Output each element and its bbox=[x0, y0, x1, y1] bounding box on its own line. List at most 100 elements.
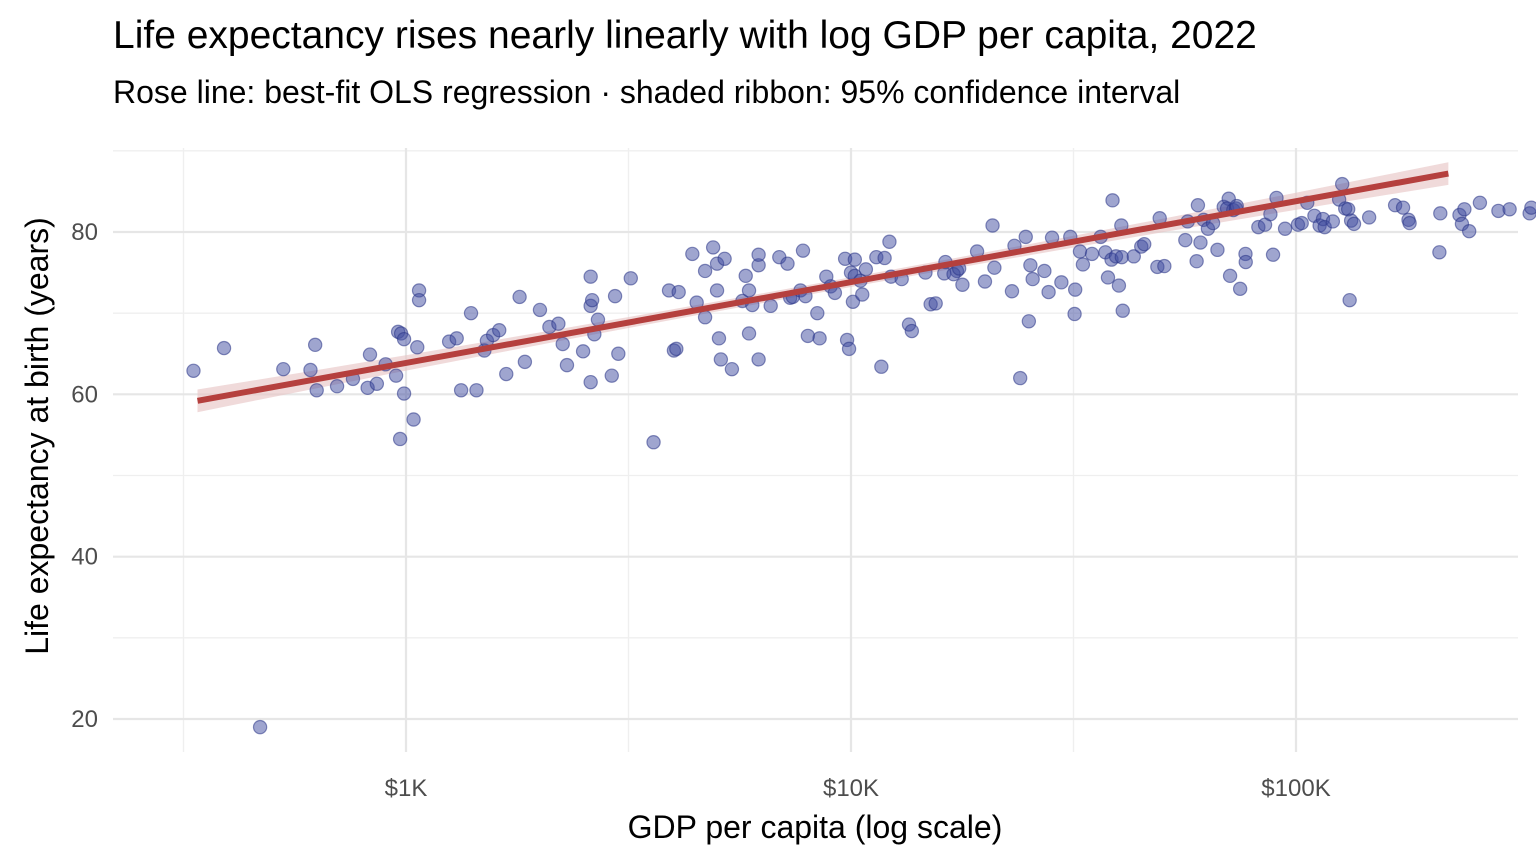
data-point bbox=[741, 283, 757, 298]
data-point bbox=[646, 435, 661, 450]
data-point bbox=[309, 383, 324, 398]
data-point bbox=[717, 251, 732, 266]
data-point bbox=[1105, 193, 1120, 208]
data-point bbox=[1265, 247, 1281, 262]
data-point bbox=[709, 283, 725, 298]
data-point bbox=[1277, 221, 1293, 236]
data-point bbox=[1238, 254, 1253, 270]
data-point bbox=[1067, 306, 1082, 322]
data-point bbox=[392, 431, 408, 447]
data-point bbox=[1018, 229, 1033, 245]
data-point bbox=[1524, 200, 1536, 215]
data-point bbox=[406, 412, 421, 427]
data-point bbox=[453, 383, 469, 398]
data-point bbox=[216, 340, 232, 356]
data-point bbox=[1457, 202, 1472, 217]
data-point bbox=[492, 323, 507, 338]
data-point bbox=[1067, 282, 1083, 297]
data-point bbox=[584, 292, 600, 308]
data-point bbox=[1114, 249, 1129, 265]
data-point bbox=[763, 298, 778, 314]
data-point bbox=[741, 326, 757, 341]
data-point bbox=[1084, 246, 1100, 262]
data-point bbox=[841, 341, 857, 357]
data-point bbox=[928, 296, 943, 311]
data-point bbox=[1157, 258, 1172, 274]
data-point bbox=[858, 262, 874, 277]
data-point bbox=[410, 340, 425, 355]
data-point bbox=[369, 376, 385, 391]
data-point bbox=[1342, 292, 1357, 308]
data-point bbox=[697, 310, 713, 325]
data-point bbox=[800, 328, 816, 344]
data-point bbox=[705, 240, 721, 255]
data-point bbox=[276, 361, 291, 377]
data-point bbox=[611, 346, 626, 361]
data-point bbox=[1126, 249, 1141, 264]
data-point bbox=[874, 359, 889, 374]
data-point bbox=[847, 252, 863, 267]
data-point bbox=[1111, 278, 1127, 293]
chart-title: Life expectancy rises nearly linearly wi… bbox=[113, 14, 1257, 57]
y-axis-title: Life expectancy at birth (years) bbox=[19, 217, 55, 655]
data-point bbox=[388, 368, 404, 383]
data-point bbox=[307, 337, 323, 353]
data-point bbox=[904, 323, 920, 339]
data-point bbox=[882, 234, 897, 249]
data-point bbox=[1433, 206, 1448, 221]
data-point bbox=[855, 287, 870, 302]
data-point bbox=[449, 331, 464, 346]
tick-labels: $1K $10K $100K 20 40 60 80 bbox=[71, 219, 1330, 802]
data-point bbox=[1137, 236, 1152, 252]
data-point bbox=[845, 294, 861, 310]
x-tick-label: $1K bbox=[385, 775, 428, 802]
data-point bbox=[1395, 200, 1411, 215]
data-point bbox=[623, 271, 638, 286]
data-points bbox=[186, 176, 1536, 735]
data-point bbox=[1189, 254, 1204, 269]
y-tick-label: 60 bbox=[71, 381, 98, 408]
data-point bbox=[812, 331, 827, 346]
data-point bbox=[669, 341, 684, 357]
data-point bbox=[362, 347, 378, 362]
data-point bbox=[955, 277, 970, 292]
data-point bbox=[1012, 370, 1028, 386]
data-point bbox=[977, 274, 993, 289]
data-point bbox=[1004, 284, 1020, 299]
data-point bbox=[583, 269, 598, 284]
data-point bbox=[1037, 263, 1052, 279]
data-point bbox=[512, 289, 527, 305]
data-point bbox=[551, 316, 566, 331]
data-point bbox=[1193, 235, 1208, 250]
data-point bbox=[575, 344, 591, 359]
y-tick-label: 40 bbox=[71, 544, 98, 571]
data-point bbox=[1210, 242, 1225, 258]
data-point bbox=[469, 383, 484, 398]
data-point bbox=[1472, 195, 1488, 210]
data-point bbox=[499, 366, 514, 382]
y-tick-label: 20 bbox=[71, 706, 98, 733]
data-point bbox=[329, 379, 345, 394]
data-point bbox=[987, 260, 1002, 275]
data-point bbox=[1461, 223, 1477, 239]
data-point bbox=[517, 354, 533, 370]
data-point bbox=[1232, 281, 1248, 297]
data-point bbox=[1361, 210, 1377, 225]
regression-line-layer bbox=[196, 170, 1449, 404]
data-point bbox=[396, 386, 412, 401]
y-tick-label: 80 bbox=[71, 219, 98, 246]
data-point bbox=[1115, 303, 1130, 318]
data-point bbox=[1402, 215, 1417, 231]
data-point bbox=[1054, 275, 1069, 290]
data-point bbox=[583, 374, 598, 390]
data-point bbox=[780, 256, 795, 271]
data-point bbox=[607, 288, 623, 304]
data-point bbox=[411, 292, 427, 308]
data-point bbox=[671, 284, 686, 300]
data-point bbox=[1100, 270, 1116, 285]
x-tick-label: $10K bbox=[823, 775, 879, 802]
data-point bbox=[1021, 314, 1037, 329]
data-point bbox=[1041, 284, 1056, 300]
data-point bbox=[186, 363, 201, 378]
data-point bbox=[559, 357, 575, 373]
